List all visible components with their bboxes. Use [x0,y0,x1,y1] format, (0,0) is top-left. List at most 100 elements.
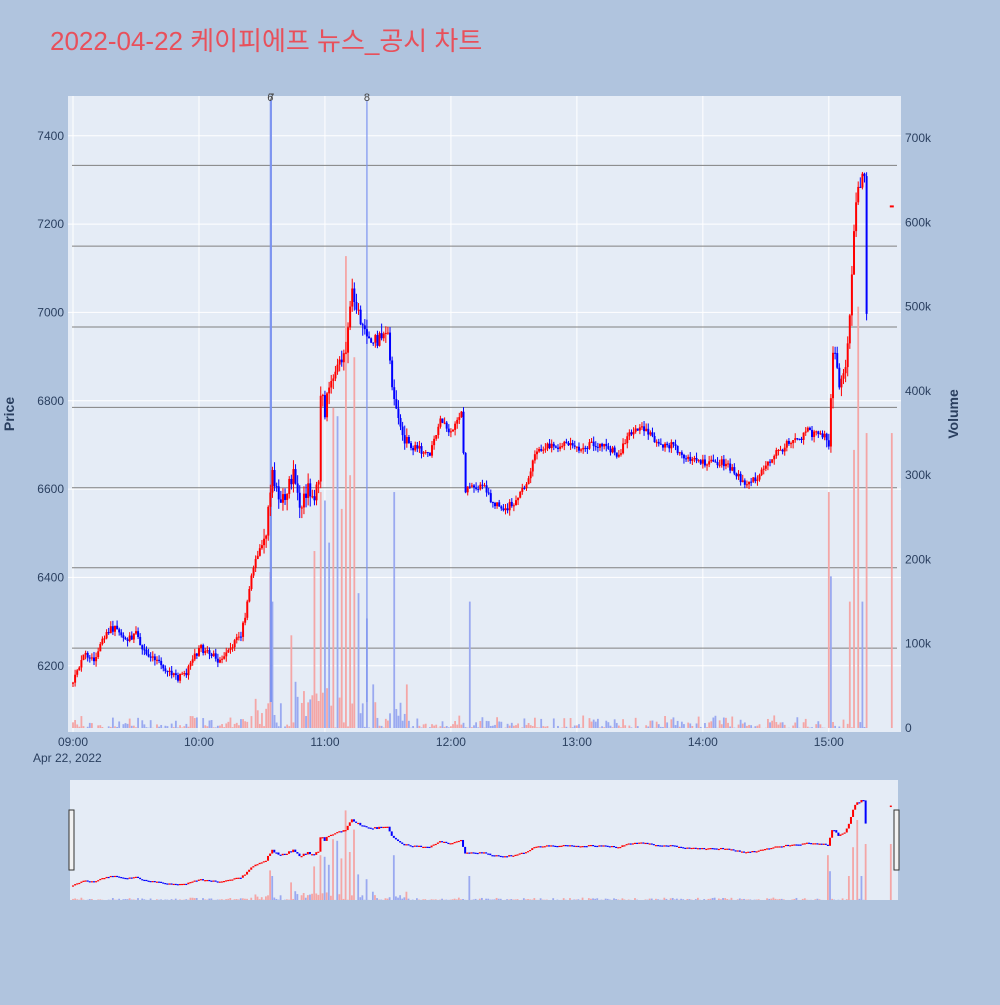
volume-bar [557,726,559,728]
volume-bar [383,727,385,728]
volume-bar [754,726,756,728]
slider-volume-bar [292,899,294,900]
candle-body [322,395,324,396]
candle-body [274,470,276,486]
candle-body [263,539,265,545]
volume-bar [454,721,456,728]
slider-candle [517,854,519,855]
slider-candle [147,881,149,882]
slider-candle [74,884,76,885]
slider-volume-bar [374,895,376,900]
slider-candle [854,805,856,810]
slider-volume-bar [674,899,676,900]
slider-volume-bar [72,899,74,900]
candle-body [626,436,628,443]
slider-candle [720,848,722,849]
slider-candle [336,832,338,833]
slider-volume-bar [416,898,418,900]
slider-candle [269,854,271,856]
range-slider[interactable] [70,780,898,900]
slider-candle [787,845,789,846]
volume-bar [435,725,437,728]
slider-candle [380,827,382,828]
volume-bar [173,727,175,728]
volume-bar [513,726,515,728]
slider-candle [766,848,768,849]
slider-candle [229,880,231,881]
slider-volume-bar [408,899,410,900]
candle-body [796,438,798,439]
candle-body [366,329,368,336]
volume-bar [179,725,181,728]
candle-body [595,446,597,447]
candle-body [639,427,641,430]
slider-candle [804,843,806,844]
volume-bar [122,724,124,728]
volume-bar [570,718,572,728]
range-slider-right-handle[interactable] [894,810,899,870]
slider-volume-bar [403,897,405,900]
slider-candle [848,824,850,829]
volume-bar [206,726,208,728]
candle-body [561,446,563,447]
slider-volume-bar [634,898,636,900]
volume-bar [805,719,807,728]
volume-bar [408,721,410,728]
candle-body [542,450,544,451]
candle-body [748,482,750,485]
volume-bar [740,720,742,728]
slider-candle [175,884,177,885]
candle-body [565,442,567,443]
slider-candle [481,852,483,853]
slider-candle [865,800,867,823]
slider-volume-bar [588,898,590,900]
candle-body [725,464,727,466]
volume-bar [215,727,217,728]
volume-bar [190,716,192,728]
time-tick-label: 13:00 [562,735,592,749]
slider-candle [504,856,506,857]
slider-candle [525,852,527,853]
volume-bar [715,716,717,728]
volume-bar [507,724,509,728]
slider-candle [420,846,422,847]
volume-bar [221,724,223,728]
candle-body [486,485,488,492]
slider-volume-bar [796,898,798,900]
slider-candle [150,881,152,882]
price-tick-label: 6800 [37,394,64,408]
candle-body [759,475,761,480]
slider-volume-bar [309,895,311,900]
candle-body [313,496,315,500]
candle-body [780,450,782,451]
candle-body [702,459,704,463]
slider-volume-bar [460,899,462,900]
candle-body [857,187,859,202]
candle-body [618,455,620,457]
volume-bar [778,725,780,728]
slider-volume-bar [389,897,391,900]
slider-candle [189,882,191,883]
slider-volume-bar [257,897,259,900]
slider-volume-bar [305,898,307,900]
slider-candle [143,880,145,881]
volume-bar [700,727,702,728]
candle-body [534,454,536,460]
after-market-volume-bar [891,433,893,728]
volume-bar [442,721,444,728]
candle-body [555,446,557,447]
slider-volume-bar [236,899,238,900]
slider-candle [145,880,147,881]
slider-candle [603,845,605,846]
slider-candle [376,827,378,829]
slider-candle [250,867,252,869]
candle-body [408,437,410,443]
slider-candle [431,846,433,848]
volume-bar [620,727,622,728]
candle-body [788,441,790,444]
range-slider-left-handle[interactable] [69,810,74,870]
volume-bar [628,726,630,728]
candle-body [341,360,343,363]
candle-body [154,656,156,660]
volume-bar [368,727,370,728]
